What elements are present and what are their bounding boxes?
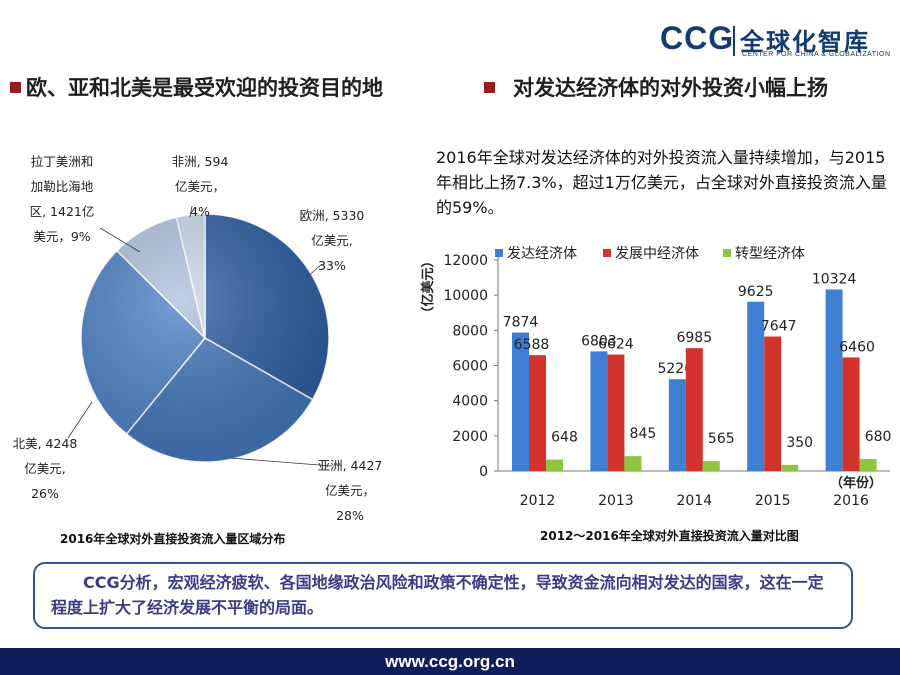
logo-brand: CCG	[660, 20, 735, 56]
bar-value-label: 845	[630, 426, 657, 442]
x-tick-label: 2014	[676, 493, 712, 509]
summary-paragraph: 2016年全球对发达经济体的对外投资流入量持续增加，与2015年相比上扬7.3%…	[436, 148, 887, 217]
y-tick-label: 8000	[452, 323, 488, 339]
logo-english-name: CENTER FOR CHINA & GLOBALIZATION	[742, 51, 891, 58]
pie-leader-line	[305, 263, 323, 279]
logo-divider	[733, 26, 735, 56]
legend-swatch	[603, 249, 611, 257]
y-tick-label: 12000	[443, 253, 488, 269]
analysis-callout: CCG分析，宏观经济疲软、各国地缘政治风险和政策不确定性，导致资金流向相对发达的…	[33, 562, 853, 629]
pie-leader-line	[189, 205, 193, 218]
bar-value-label: 5220	[657, 361, 693, 377]
bar	[624, 456, 642, 471]
legend-label: 发展中经济体	[615, 246, 699, 262]
pie-slice-label: 非洲, 594 亿美元， 4%	[172, 154, 229, 219]
bar	[859, 459, 877, 471]
bar-value-label: 350	[786, 435, 813, 451]
bullet-square-icon	[10, 82, 21, 93]
bar-value-label: 9625	[738, 284, 774, 300]
pie-slice-label: 欧洲, 5330 亿美元, 33%	[300, 208, 365, 273]
y-tick-label: 4000	[452, 394, 488, 410]
bar-value-label: 6588	[514, 337, 550, 353]
bar-value-label: 6624	[598, 337, 634, 353]
y-tick-label: 2000	[452, 429, 488, 445]
bar	[825, 289, 843, 471]
x-tick-label: 2012	[520, 493, 556, 509]
x-tick-label: 2013	[598, 493, 634, 509]
bar	[529, 355, 546, 471]
bar-chart: 0 2000 4000 6000 8000 10000 12000 （亿美元） （年份） 发达经…	[420, 246, 892, 509]
bar	[668, 379, 686, 471]
pie-slice-label: 亚洲, 4427 亿美元， 28%	[318, 458, 383, 523]
footer-website[interactable]: www.ccg.org.cn	[0, 648, 900, 675]
bar	[512, 332, 529, 471]
bar	[842, 357, 860, 471]
y-tick-label: 6000	[452, 359, 488, 375]
pie-slice-label: 拉丁美洲和加勒比海地区, 1421亿美元，9%	[30, 154, 95, 244]
bar	[607, 354, 625, 471]
x-tick-label: 2016	[833, 493, 869, 509]
bar	[764, 336, 782, 471]
x-tick-label: 2015	[755, 493, 791, 509]
bar	[685, 348, 703, 471]
legend-label: 发达经济体	[507, 246, 577, 262]
bar	[590, 351, 608, 471]
bar	[747, 301, 765, 471]
heading-right: 对发达经济体的对外投资小幅上扬	[513, 76, 828, 100]
bar-value-label: 10324	[812, 271, 857, 287]
pie-slice-label: 北美, 4248 亿美元, 26%	[13, 436, 78, 501]
legend-label: 转型经济体	[735, 246, 805, 262]
pie-leader-line	[99, 227, 141, 253]
bar-value-label: 6460	[839, 339, 875, 355]
x-axis-label: （年份）	[830, 475, 882, 491]
logo-chinese-name: 全球化智库	[740, 28, 870, 56]
bar	[546, 459, 563, 471]
y-tick-label: 0	[479, 464, 488, 480]
bar-value-label: 7874	[503, 315, 539, 331]
bar-value-label: 680	[865, 429, 892, 445]
bar-value-label: 6803	[581, 333, 617, 349]
legend-swatch	[495, 249, 503, 257]
heading-left: 欧、亚和北美是最受欢迎的投资目的地	[26, 76, 383, 100]
bar-value-label: 648	[551, 430, 578, 446]
pie-chart-title: 2016年全球对外直接投资流入量区域分布	[60, 532, 286, 546]
legend-swatch	[723, 249, 731, 257]
bar-chart-title: 2012～2016年全球对外直接投资流入量对比图	[540, 529, 799, 543]
pie-chart: 欧洲, 5330 亿美元, 33% 亚洲, 4427 亿美元， 28% 北美, 4248 亿美…	[13, 154, 383, 523]
y-tick-label: 10000	[443, 288, 488, 304]
bullet-square-icon	[484, 82, 495, 93]
bar	[702, 461, 720, 471]
bar	[781, 464, 799, 471]
y-axis-label: （亿美元）	[420, 254, 436, 319]
bar-value-label: 565	[708, 431, 735, 447]
bar-value-label: 6985	[676, 330, 712, 346]
pie-leader-line	[67, 401, 93, 439]
bar-value-label: 7647	[761, 319, 797, 335]
pie-leader-line	[229, 457, 333, 467]
